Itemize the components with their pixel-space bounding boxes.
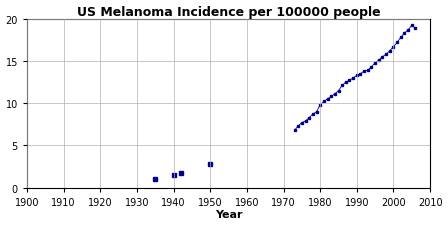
- Title: US Melanoma Incidence per 100000 people: US Melanoma Incidence per 100000 people: [77, 6, 380, 18]
- X-axis label: Year: Year: [215, 209, 242, 219]
